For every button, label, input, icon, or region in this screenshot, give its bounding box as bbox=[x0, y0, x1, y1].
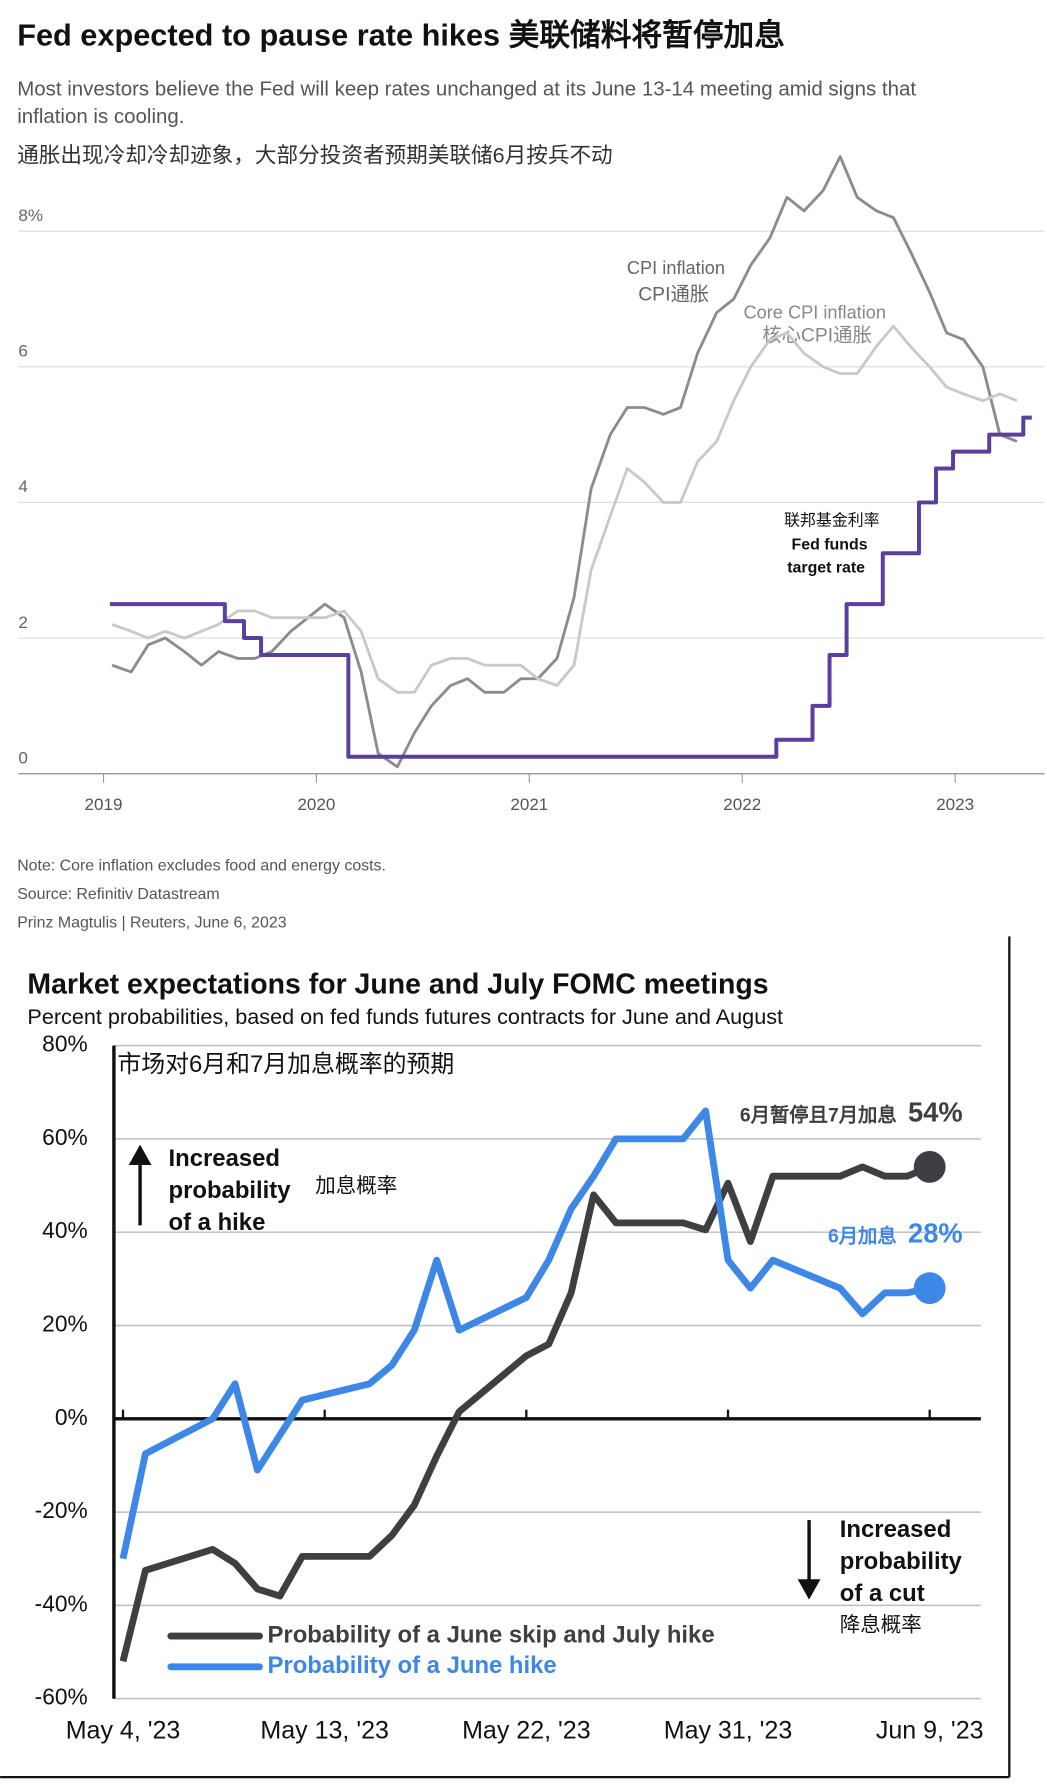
series-line bbox=[119, 1163, 931, 1663]
series-line bbox=[119, 1107, 931, 1560]
x-tick-label: May 4, '23 bbox=[66, 1716, 181, 1744]
subtitle: Percent probabilities, based on fed fund… bbox=[27, 1004, 783, 1029]
annotation: Fed funds bbox=[792, 537, 868, 554]
value-label: 54% bbox=[908, 1096, 963, 1127]
annotation: of a cut bbox=[840, 1580, 925, 1607]
arrow-head bbox=[128, 1144, 152, 1166]
note: Source: Refinitiv Datastream bbox=[17, 886, 219, 903]
end-note: 6月暂停且7月加息 bbox=[740, 1103, 897, 1126]
y-tick-label: 4 bbox=[18, 477, 27, 496]
y-tick-label: -20% bbox=[35, 1497, 88, 1523]
annotation: Increased bbox=[840, 1516, 951, 1543]
annotation: CPI inflation bbox=[627, 258, 725, 278]
note: Prinz Magtulis | Reuters, June 6, 2023 bbox=[17, 914, 287, 931]
annotation: target rate bbox=[787, 559, 865, 576]
y-tick-label: 6 bbox=[18, 342, 27, 361]
end-note: 6月加息 bbox=[828, 1225, 897, 1248]
subtitle: 通胀出现冷却冷却迹象，大部分投资者预期美联储6月按兵不动 bbox=[17, 143, 612, 168]
subtitle: Most investors believe the Fed will keep… bbox=[17, 78, 916, 101]
y-tick-label: -60% bbox=[35, 1684, 88, 1710]
y-tick-label: 80% bbox=[42, 1031, 88, 1057]
series-line bbox=[111, 324, 1018, 694]
annotation: Increased bbox=[169, 1145, 280, 1172]
annotation: 加息概率 bbox=[315, 1174, 397, 1197]
chart-title: Market expectations for June and July FO… bbox=[27, 968, 768, 1000]
y-tick-label: 8% bbox=[18, 206, 43, 225]
series-line bbox=[109, 415, 1032, 759]
x-tick-label: May 22, '23 bbox=[462, 1716, 591, 1744]
annotation: of a hike bbox=[169, 1209, 266, 1236]
x-tick-label: Jun 9, '23 bbox=[876, 1716, 984, 1744]
y-tick-label: 40% bbox=[42, 1217, 88, 1243]
subtitle: 市场对6月和7月加息概率的预期 bbox=[117, 1051, 454, 1078]
x-tick-label: 2023 bbox=[936, 795, 974, 814]
chart-title: Fed expected to pause rate hikes 美联储料将暂停… bbox=[17, 18, 785, 53]
annotation: 核心CPI通胀 bbox=[762, 324, 872, 346]
y-tick-label: 60% bbox=[42, 1124, 88, 1150]
legend-label: Probability of a June hike bbox=[268, 1652, 557, 1679]
annotation: CPI通胀 bbox=[638, 283, 709, 305]
y-tick-label: 2 bbox=[18, 613, 27, 632]
value-label: 28% bbox=[908, 1218, 963, 1249]
y-tick-label: 20% bbox=[42, 1311, 88, 1337]
y-tick-label: 0 bbox=[18, 748, 27, 767]
legend-label: Probability of a June skip and July hike bbox=[268, 1621, 715, 1648]
end-dot bbox=[913, 1150, 946, 1183]
annotation: 联邦基金利率 bbox=[784, 512, 880, 530]
end-dot bbox=[913, 1272, 946, 1305]
x-tick-label: 2019 bbox=[85, 795, 123, 814]
note: Note: Core inflation excludes food and e… bbox=[17, 857, 386, 874]
x-tick-label: 2021 bbox=[510, 795, 548, 814]
annotation: 降息概率 bbox=[840, 1614, 922, 1637]
x-tick-label: 2022 bbox=[723, 795, 761, 814]
x-tick-label: May 13, '23 bbox=[260, 1716, 389, 1744]
arrow-head bbox=[797, 1579, 821, 1600]
x-tick-label: May 31, '23 bbox=[664, 1716, 793, 1744]
annotation: probability bbox=[840, 1548, 963, 1575]
y-tick-label: -40% bbox=[35, 1590, 88, 1616]
y-tick-label: 0% bbox=[55, 1404, 88, 1430]
annotation: probability bbox=[169, 1177, 292, 1204]
x-tick-label: 2020 bbox=[297, 795, 335, 814]
annotation: Core CPI inflation bbox=[743, 303, 886, 323]
subtitle: inflation is cooling. bbox=[17, 105, 184, 128]
